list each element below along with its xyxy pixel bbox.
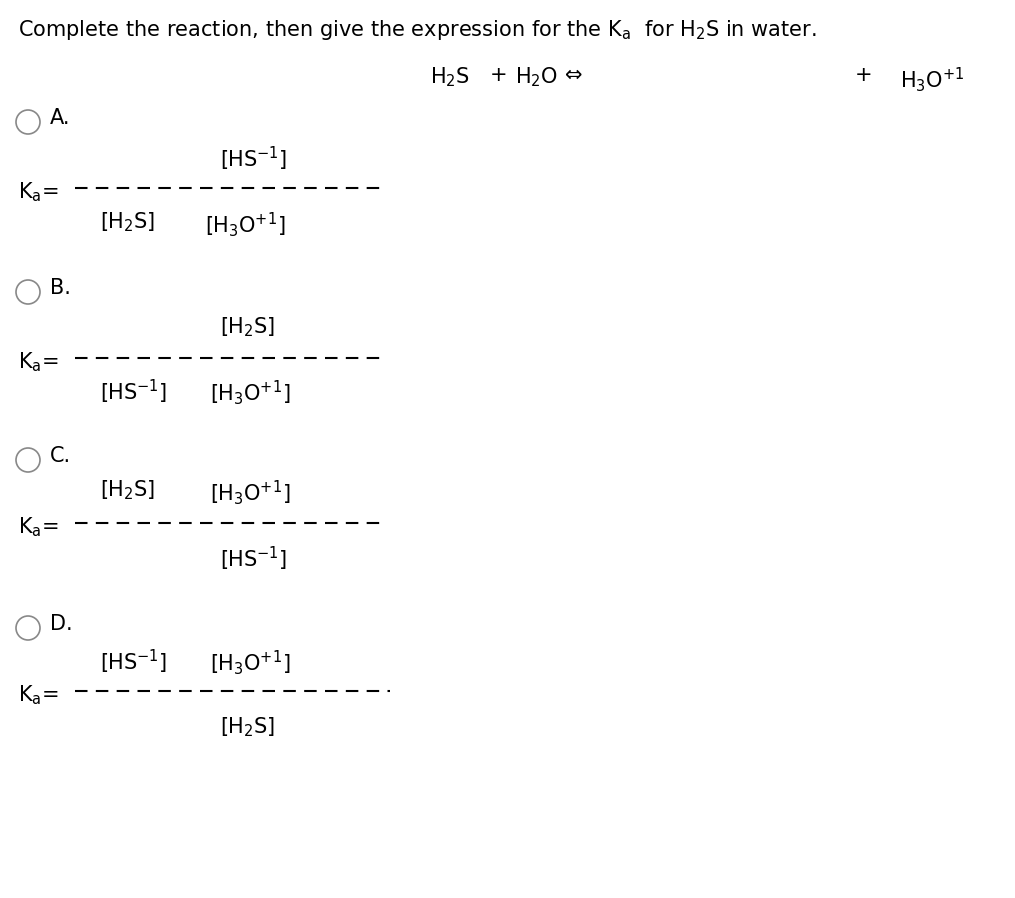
- Text: [H$_2$S]: [H$_2$S]: [220, 715, 275, 738]
- Text: K$_\mathrm{a}$=: K$_\mathrm{a}$=: [18, 515, 59, 539]
- Text: Complete the reaction, then give the expression for the K$_\mathrm{a}$  for H$_2: Complete the reaction, then give the exp…: [18, 18, 816, 42]
- Text: [H$_2$S]: [H$_2$S]: [100, 210, 155, 233]
- Text: K$_\mathrm{a}$=: K$_\mathrm{a}$=: [18, 350, 59, 374]
- Text: +: +: [855, 65, 873, 85]
- Text: K$_\mathrm{a}$=: K$_\mathrm{a}$=: [18, 180, 59, 204]
- Text: K$_\mathrm{a}$=: K$_\mathrm{a}$=: [18, 683, 59, 707]
- Text: ⇔: ⇔: [565, 65, 583, 85]
- Text: [H$_3$O$^{+1}$]: [H$_3$O$^{+1}$]: [210, 478, 290, 506]
- Text: A.: A.: [50, 108, 70, 128]
- Text: +: +: [490, 65, 508, 85]
- Text: [HS$^{-1}$]: [HS$^{-1}$]: [220, 145, 287, 173]
- Text: H$_2$S: H$_2$S: [430, 65, 470, 89]
- Text: [H$_3$O$^{+1}$]: [H$_3$O$^{+1}$]: [210, 378, 290, 407]
- Text: [HS$^{-1}$]: [HS$^{-1}$]: [100, 648, 167, 676]
- Text: [H$_3$O$^{+1}$]: [H$_3$O$^{+1}$]: [205, 210, 285, 239]
- Text: [HS$^{-1}$]: [HS$^{-1}$]: [220, 545, 287, 573]
- Text: D.: D.: [50, 614, 73, 634]
- Text: C.: C.: [50, 446, 71, 466]
- Text: [HS$^{-1}$]: [HS$^{-1}$]: [100, 378, 167, 406]
- Text: B.: B.: [50, 278, 71, 298]
- Text: [H$_2$S]: [H$_2$S]: [220, 315, 275, 339]
- Text: [H$_3$O$^{+1}$]: [H$_3$O$^{+1}$]: [210, 648, 290, 677]
- Text: [H$_2$S]: [H$_2$S]: [100, 478, 155, 502]
- Text: H$_2$O: H$_2$O: [515, 65, 558, 89]
- Text: H$_3$O$^{+1}$: H$_3$O$^{+1}$: [900, 65, 964, 93]
